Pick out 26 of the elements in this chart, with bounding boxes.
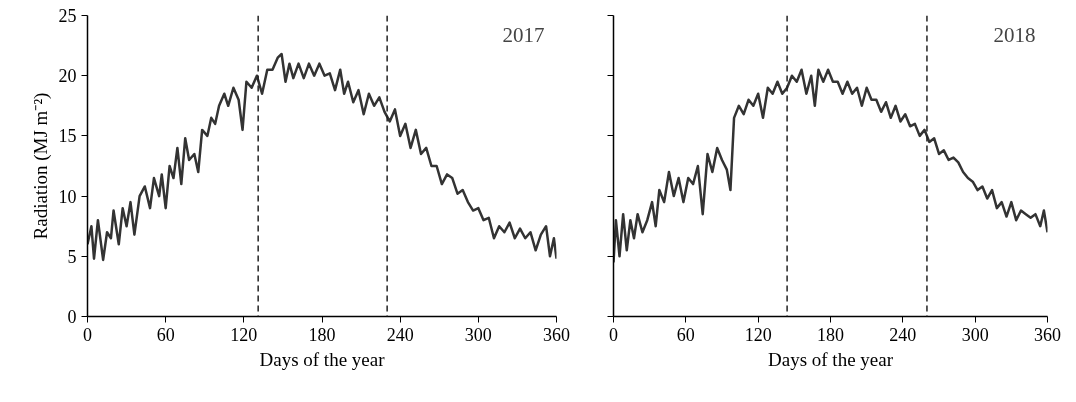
annotation: 2017 [502, 22, 545, 47]
x-tick-label: 60 [676, 324, 695, 345]
x-tick-label: 180 [308, 324, 336, 345]
y-tick-label: 25 [58, 6, 77, 26]
x-tick-label: 240 [386, 324, 414, 345]
y-tick-label: 15 [58, 126, 77, 147]
x-tick-label: 120 [230, 324, 258, 345]
x-tick-label: 240 [889, 324, 917, 345]
x-tick-label: 360 [1034, 324, 1061, 345]
x-tick-label: 0 [83, 324, 92, 345]
y-tick-label: 5 [67, 246, 77, 267]
y-axis-title: Radiation (MJ m⁻²) [29, 92, 52, 240]
y-tick-label: 10 [58, 186, 77, 207]
x-axis-title: Days of the year [259, 348, 386, 370]
x-tick-label: 360 [543, 324, 570, 345]
x-axis-title: Days of the year [767, 348, 894, 370]
y-tick-label: 20 [58, 66, 77, 87]
x-tick-label: 300 [464, 324, 492, 345]
annotation: 2018 [993, 22, 1036, 47]
x-tick-label: 180 [817, 324, 844, 345]
x-tick-label: 120 [744, 324, 772, 345]
line-series [87, 52, 557, 262]
x-tick-label: 0 [609, 324, 618, 345]
y-tick-label: 0 [67, 307, 77, 327]
x-tick-label: 60 [156, 324, 175, 345]
x-tick-label: 300 [961, 324, 989, 345]
